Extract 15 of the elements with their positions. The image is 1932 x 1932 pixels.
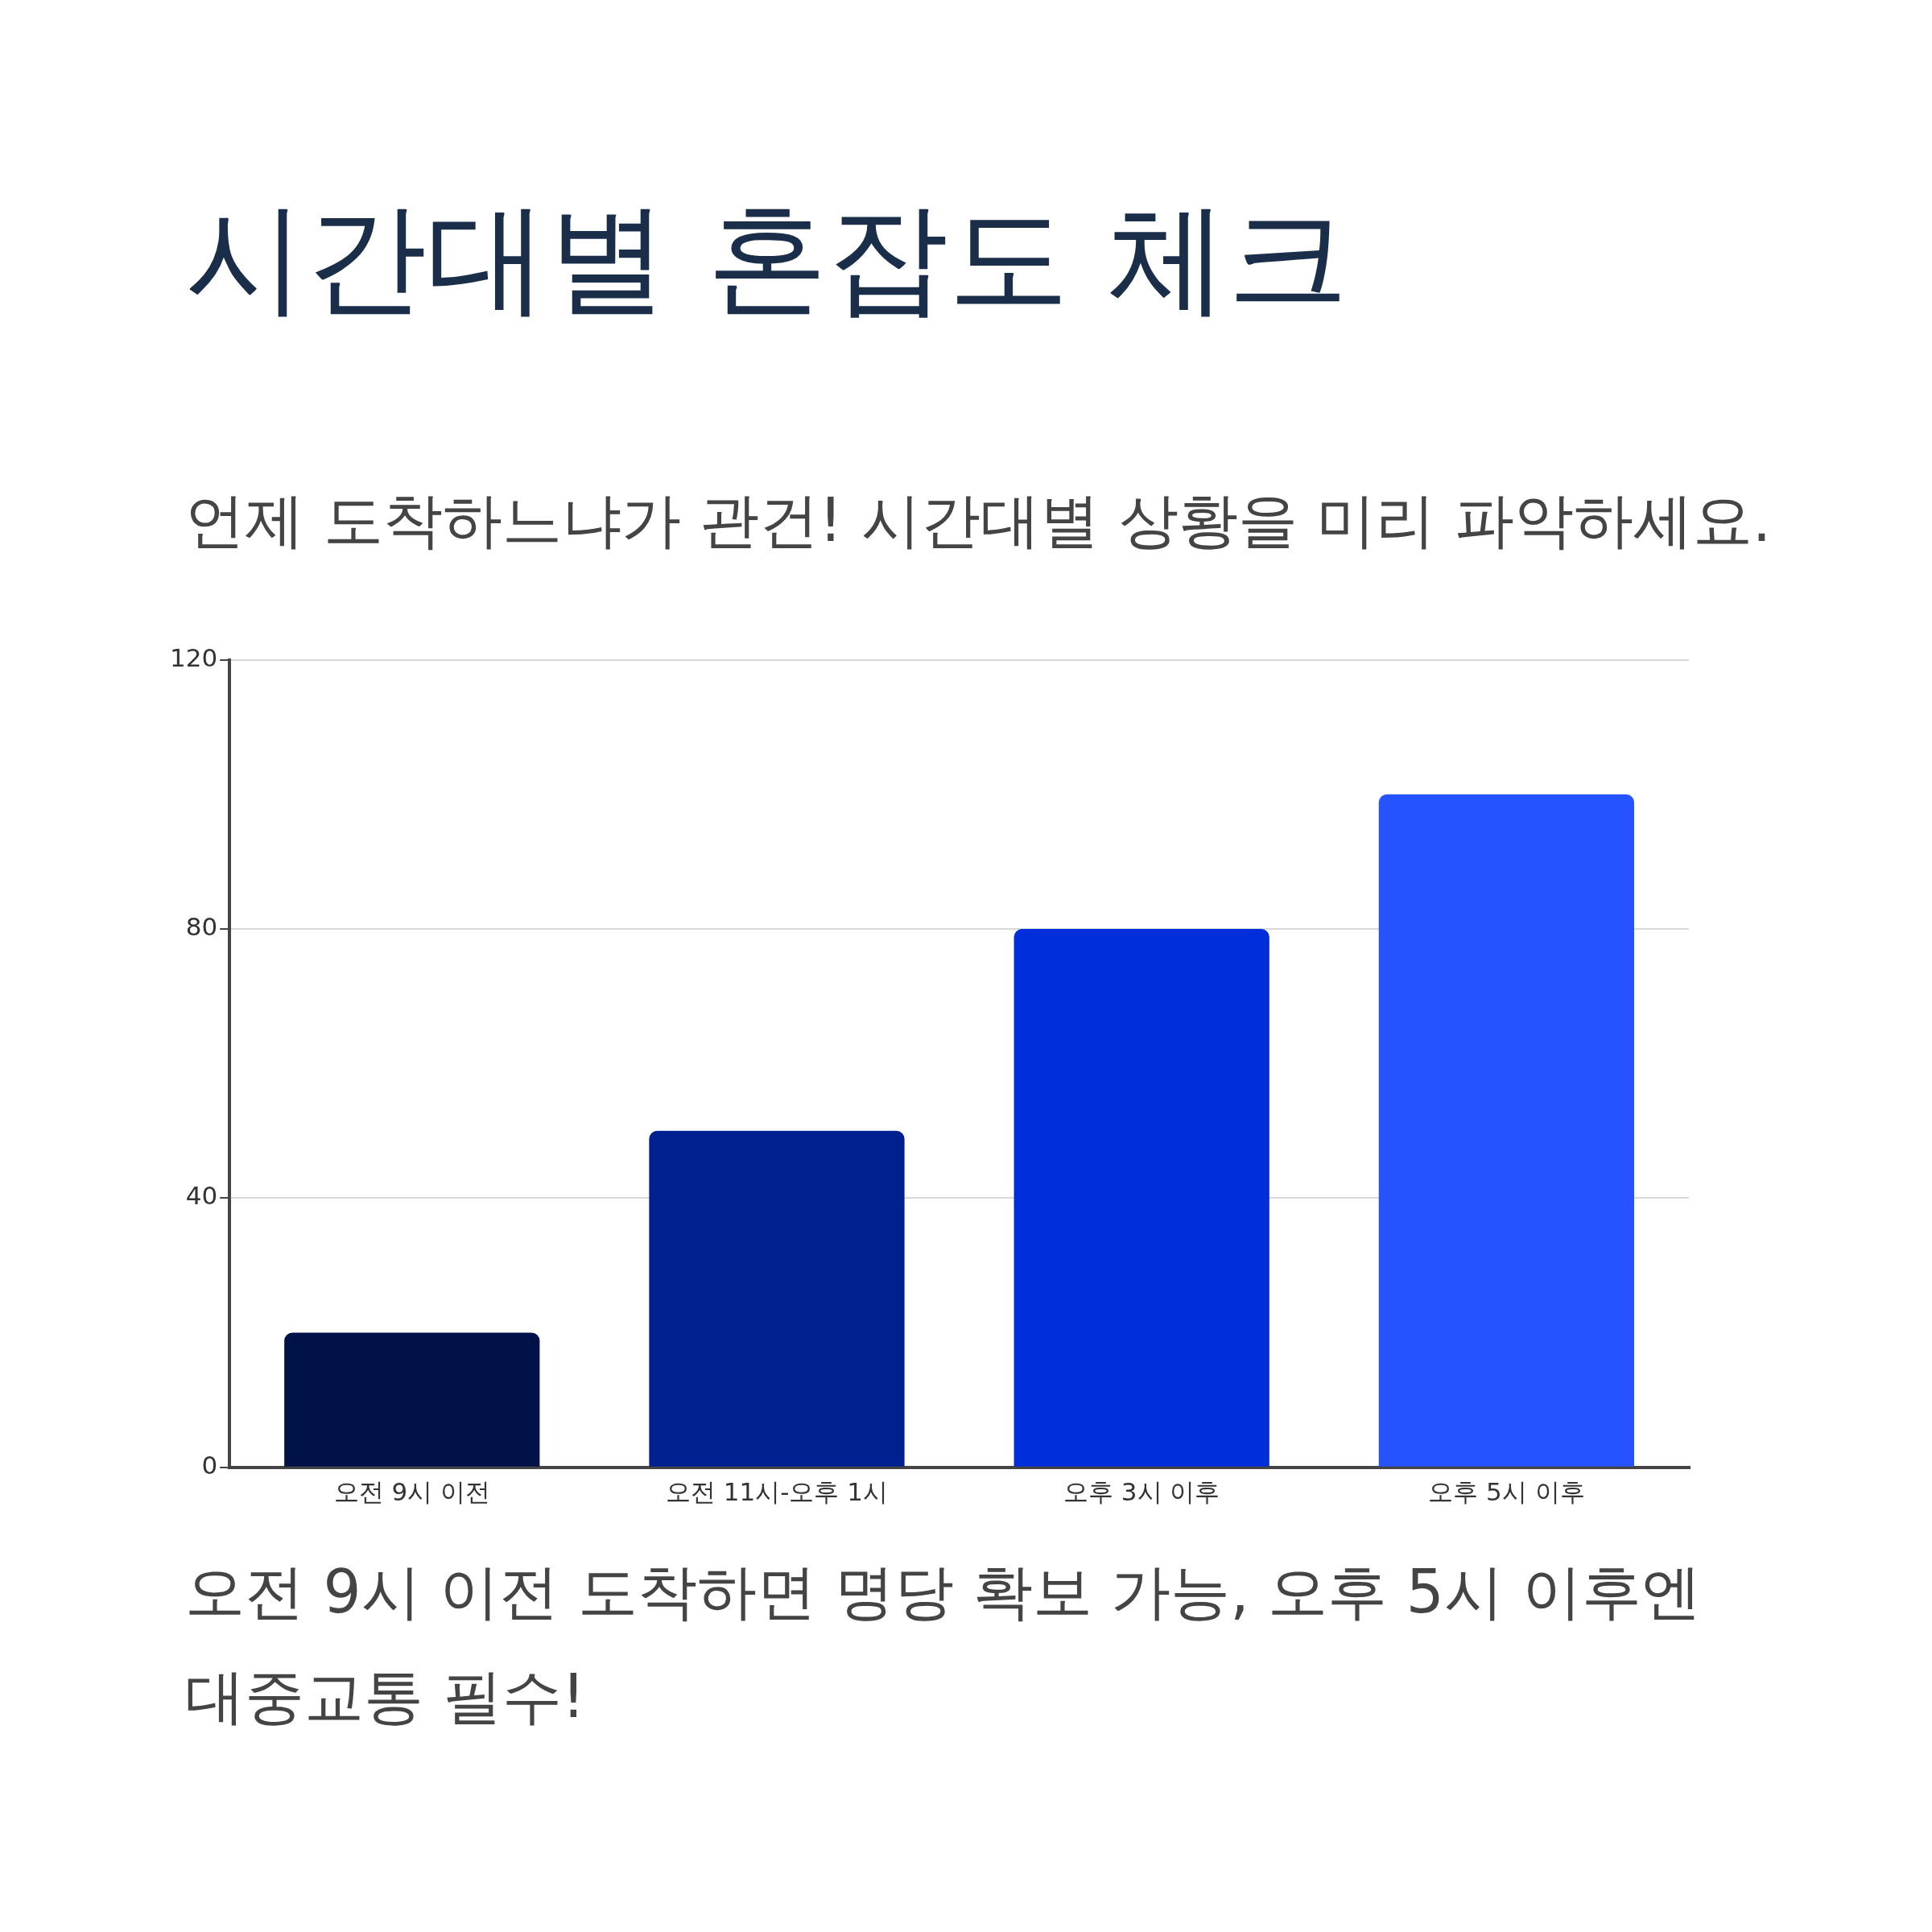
- y-tick-label: 0: [201, 1450, 218, 1480]
- x-tick-label: 오후 3시 이후: [1063, 1477, 1220, 1507]
- bar: [1378, 794, 1635, 1467]
- y-tick-label: 80: [185, 912, 218, 942]
- bar: [649, 1130, 905, 1467]
- text: 오전 9시 이전 도착하면 명당 확보 가능, 오후 5시 이후엔 대중교통 필수!: [185, 1556, 1703, 1732]
- y-tick-label: 120: [170, 642, 218, 672]
- x-tick-label: 오전 9시 이전: [333, 1477, 490, 1507]
- x-tick-label: 오후 5시 이후: [1428, 1477, 1585, 1507]
- chart-subtitle: 언제 도착하느냐가 관건! 시간대별 상황을 미리 파악하세요.: [185, 485, 1772, 556]
- bar: [284, 1332, 540, 1467]
- x-tick-label: 오전 11시-오후 1시: [665, 1477, 889, 1507]
- chart-title: 시간대별 혼잡도 체크: [185, 188, 1349, 328]
- y-tick-label: 40: [185, 1181, 218, 1211]
- bar: [1013, 929, 1269, 1467]
